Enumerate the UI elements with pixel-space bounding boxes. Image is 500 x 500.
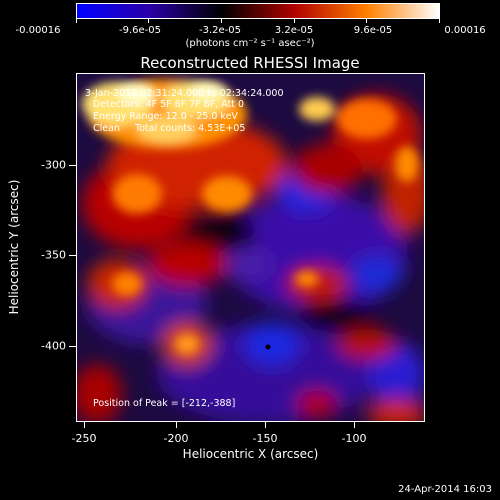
colorbar-tick <box>294 18 295 23</box>
plot-title: Reconstructed RHESSI Image <box>140 54 360 72</box>
plot-datestamp: 24-Apr-2014 16:03 <box>398 484 492 495</box>
colorbar <box>76 3 440 19</box>
x-tick-label: -100 <box>341 432 367 445</box>
colorbar-tick <box>366 18 367 23</box>
colorbar-label: -0.00016 <box>15 25 61 36</box>
x-tick <box>176 422 177 428</box>
x-axis-label: Heliocentric X (arcsec) <box>182 447 319 461</box>
x-tick <box>84 422 85 428</box>
rhessi-image-map <box>77 74 424 421</box>
y-tick <box>69 346 76 347</box>
y-tick <box>69 255 76 256</box>
x-tick-label: -150 <box>252 432 278 445</box>
y-tick-label: -400 <box>41 339 66 353</box>
colorbar-label: -3.2e-05 <box>199 25 241 36</box>
colorbar-tick <box>439 18 440 23</box>
colorbar-tick <box>221 18 222 23</box>
energy-range-annotation: Energy Range: 12.0 - 25.0 keV <box>93 111 238 122</box>
y-axis-label: Heliocentric Y (arcsec) <box>7 179 21 315</box>
colorbar-label: 9.6e-05 <box>353 25 393 36</box>
y-tick-label: -350 <box>41 248 66 262</box>
colorbar-tick <box>76 18 77 23</box>
x-tick <box>354 422 355 428</box>
colorbar-units: (photons cm⁻² s⁻¹ asec⁻²) <box>185 38 315 49</box>
colorbar-tick <box>148 18 149 23</box>
x-tick-label: -250 <box>71 432 97 445</box>
y-tick-label: -300 <box>41 158 66 172</box>
y-tick <box>69 165 76 166</box>
time-range-annotation: 3-Jan-2012 02:31:24.000 to 02:34:24.000 <box>85 88 284 99</box>
x-tick-label: -200 <box>163 432 189 445</box>
x-tick <box>265 422 266 428</box>
colorbar-label: 3.2e-05 <box>274 25 314 36</box>
peak-marker <box>265 344 271 350</box>
peak-position-annotation: Position of Peak = [-212,-388] <box>93 398 236 409</box>
detectors-annotation: Detectors: 4F 5F 6F 7F 8F, Att 0 <box>93 99 245 110</box>
colorbar-label: 0.00016 <box>444 25 486 36</box>
image-plot: 3-Jan-2012 02:31:24.000 to 02:34:24.000 … <box>76 73 425 422</box>
method-annotation: Clean Total counts: 4.53E+05 <box>93 123 246 134</box>
colorbar-label: -9.6e-05 <box>119 25 161 36</box>
